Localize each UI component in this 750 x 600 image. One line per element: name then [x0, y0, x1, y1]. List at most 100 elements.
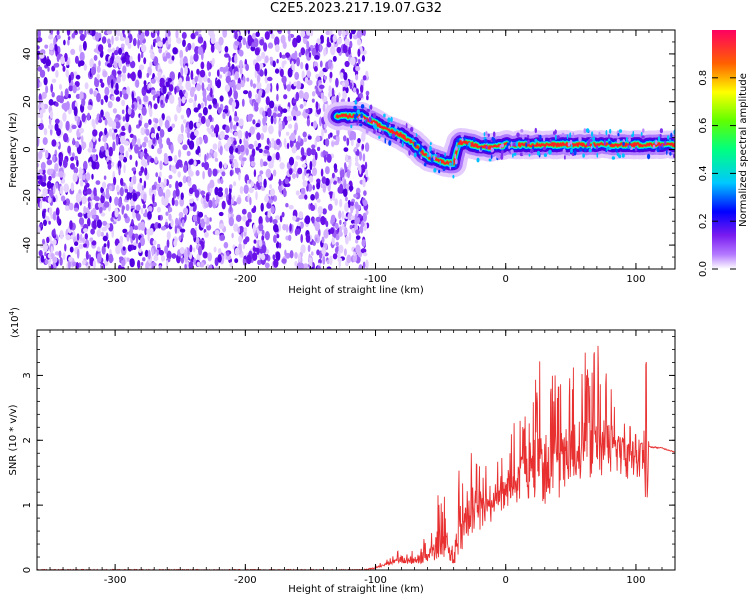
noise-blob [104, 111, 110, 119]
noise-blob [343, 135, 347, 142]
noise-blob [288, 168, 293, 175]
noise-blob [207, 167, 212, 178]
noise-blob [52, 197, 56, 203]
noise-blob [85, 207, 90, 214]
noise-blob [182, 89, 186, 95]
noise-blob [265, 96, 270, 106]
track-speckle [527, 134, 530, 139]
noise-blob [93, 54, 98, 61]
noise-blob [239, 144, 245, 153]
noise-blob [87, 217, 91, 227]
noise-blob [302, 131, 307, 138]
track-speckle [354, 99, 357, 105]
noise-blob [183, 207, 189, 215]
noise-blob [158, 187, 164, 197]
noise-blob [168, 59, 173, 65]
noise-blob [254, 104, 259, 112]
noise-blob [159, 129, 165, 138]
noise-blob [209, 264, 213, 269]
noise-blob [135, 160, 138, 168]
noise-blob [311, 98, 315, 103]
noise-blob [275, 151, 280, 161]
noise-blob [267, 76, 273, 82]
noise-blob [72, 84, 77, 94]
track-speckle [543, 153, 548, 158]
noise-blob [143, 136, 149, 143]
noise-blob [59, 257, 63, 266]
noise-blob [196, 137, 200, 147]
track-speckle [513, 142, 517, 147]
noise-blob [120, 43, 125, 48]
noise-blob [46, 180, 52, 190]
noise-blob [251, 32, 257, 40]
track-speckle [483, 132, 486, 137]
noise-blob [195, 149, 200, 155]
noise-blob [344, 60, 350, 68]
x-tick-label: -100 [364, 575, 387, 586]
track-speckle [647, 153, 651, 160]
noise-blob [81, 113, 86, 123]
noise-blob [154, 156, 158, 164]
noise-blob [166, 239, 170, 249]
track-speckle [516, 132, 520, 138]
noise-blob [63, 133, 69, 143]
noise-blob [363, 190, 367, 196]
noise-blob [83, 205, 87, 215]
noise-blob [62, 158, 68, 168]
noise-blob [122, 246, 126, 251]
noise-blob [307, 244, 311, 252]
noise-blob [122, 116, 126, 122]
track-speckle [582, 153, 585, 158]
noise-blob [178, 235, 182, 242]
noise-blob [65, 69, 70, 78]
noise-blob [345, 235, 349, 245]
noise-blob [104, 127, 108, 136]
noise-blob [52, 154, 56, 163]
track-speckle [439, 160, 442, 166]
noise-blob [131, 91, 134, 102]
track-speckle [616, 138, 620, 144]
track-speckle [488, 158, 492, 162]
noise-blob [59, 84, 62, 90]
noise-blob [48, 220, 51, 225]
noise-blob [171, 123, 176, 129]
noise-blob [58, 171, 64, 178]
noise-blob [362, 30, 366, 37]
noise-blob [129, 154, 133, 160]
noise-blob [294, 228, 298, 237]
track-speckle [454, 164, 457, 169]
track-speckle [590, 145, 593, 150]
noise-blob [289, 250, 294, 259]
colorbar: 0.0 0.2 0.4 0.6 0.8 Normalized spectral ampl… [698, 30, 749, 277]
y-tick-label: -40 [22, 237, 33, 253]
noise-blob [154, 30, 158, 34]
noise-blob [137, 38, 140, 49]
noise-blob [212, 168, 218, 177]
noise-blob [337, 250, 341, 260]
noise-blob [337, 37, 342, 45]
track-speckle [452, 174, 455, 179]
noise-blob [365, 259, 369, 269]
noise-blob [294, 71, 300, 80]
noise-blob [208, 104, 212, 110]
noise-blob [343, 188, 348, 197]
noise-blob [151, 30, 154, 33]
noise-blob [214, 157, 219, 162]
noise-blob [258, 63, 264, 69]
noise-blob [158, 249, 164, 256]
noise-blob [239, 59, 243, 69]
noise-blob [40, 254, 45, 263]
noise-blob [222, 67, 226, 74]
noise-blob [101, 36, 107, 44]
noise-blob [140, 52, 144, 59]
noise-blob [255, 122, 261, 128]
noise-blob [236, 83, 242, 91]
noise-blob [285, 252, 291, 259]
noise-blob [294, 50, 298, 60]
noise-blob [56, 34, 61, 40]
noise-blob [143, 95, 149, 103]
noise-blob [286, 142, 290, 149]
noise-blob [352, 87, 357, 93]
noise-blob [272, 60, 276, 68]
noise-blob [93, 122, 96, 130]
